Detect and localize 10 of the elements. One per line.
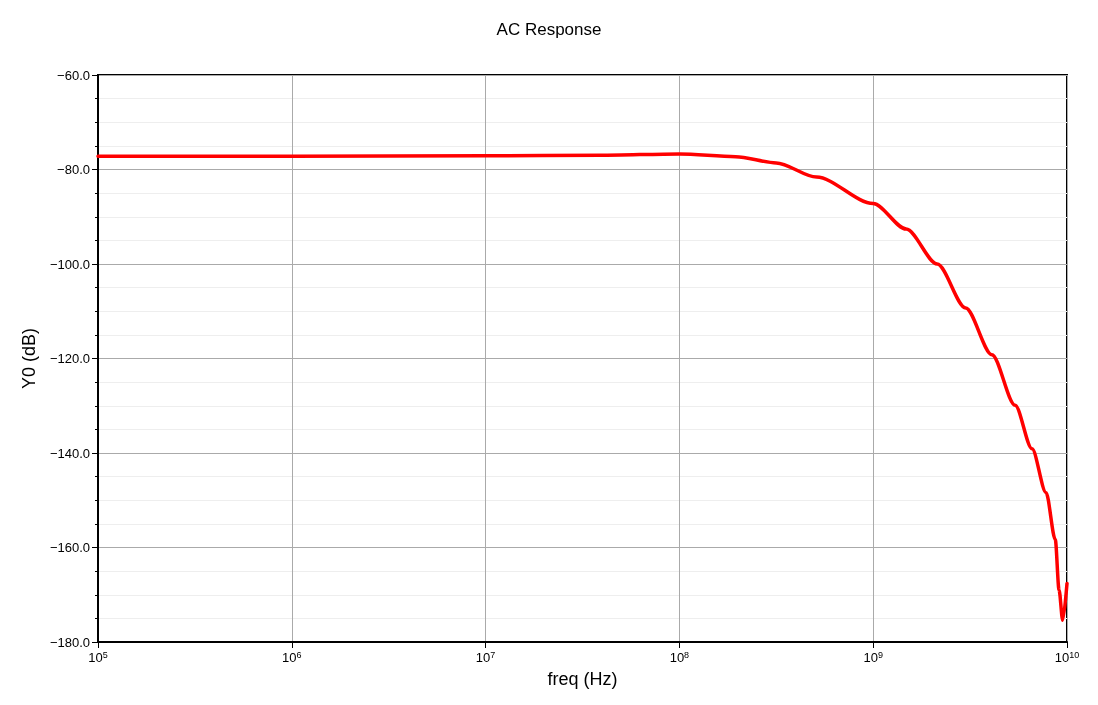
y-tick-label: −140.0 (49, 445, 90, 461)
y-tick-label: −180.0 (49, 634, 90, 650)
y-tick-label: −100.0 (49, 256, 90, 272)
y-tick-label: −160.0 (49, 540, 90, 555)
x-axis-title: freq (Hz) (547, 669, 618, 689)
y-axis-title: Y0 (dB) (19, 327, 39, 390)
chart-title: AC Response (496, 20, 602, 39)
y-tick-label: −80.0 (57, 162, 90, 177)
y-tick-label: −120.0 (49, 351, 90, 366)
y-tick-label: −60.0 (57, 67, 90, 83)
